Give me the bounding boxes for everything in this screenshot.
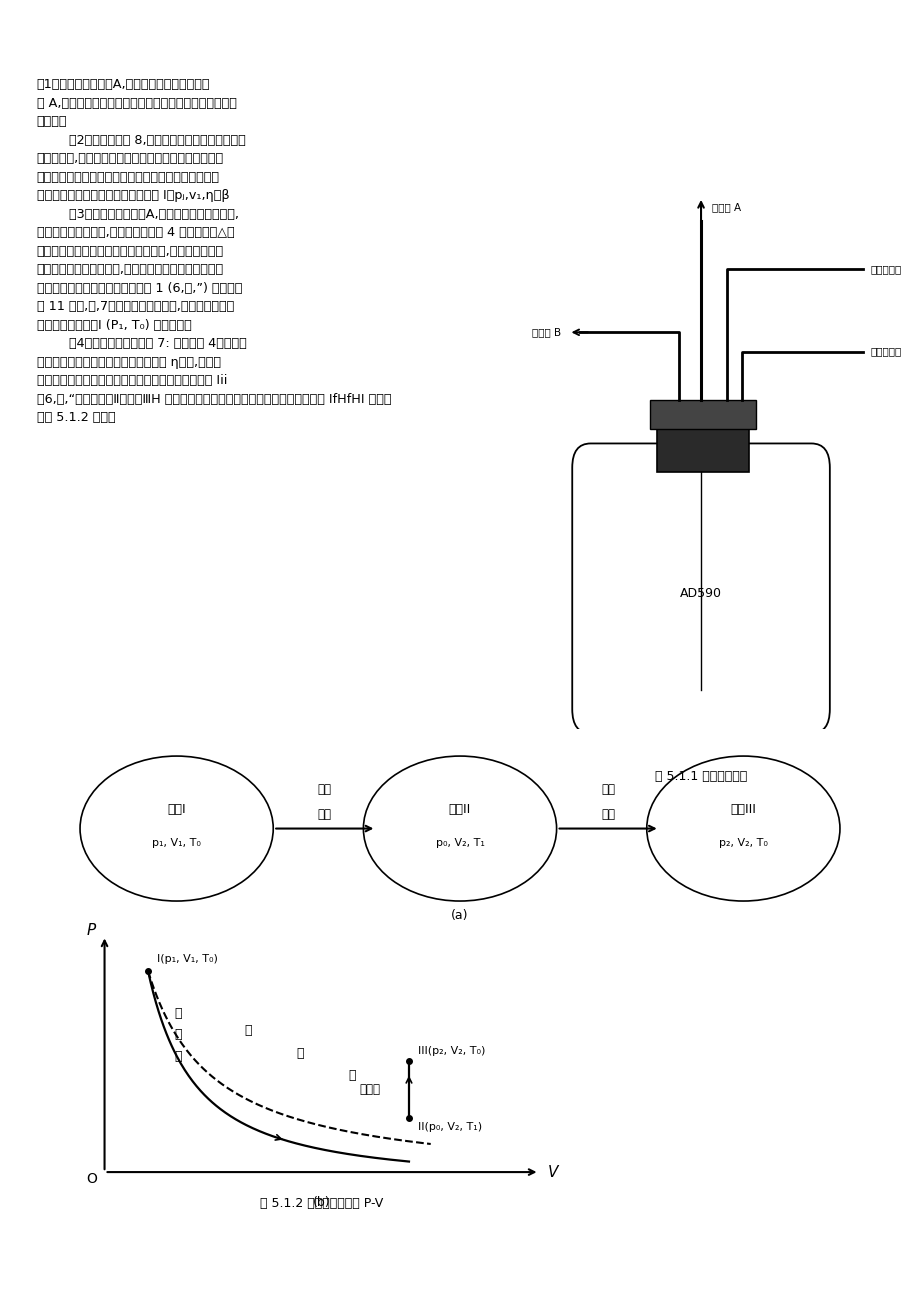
Text: p₂, V₂, T₀: p₂, V₂, T₀ xyxy=(718,838,767,848)
Text: 热: 热 xyxy=(175,1028,182,1041)
Text: 等: 等 xyxy=(244,1024,252,1037)
Text: O: O xyxy=(86,1172,96,1187)
FancyBboxPatch shape xyxy=(572,444,829,734)
Text: AD590: AD590 xyxy=(679,587,721,600)
Text: 绝热: 绝热 xyxy=(317,783,332,796)
Text: p₀, V₂, T₁: p₀, V₂, T₁ xyxy=(435,838,484,848)
Text: 膨胀: 膨胀 xyxy=(317,808,332,821)
Text: P: P xyxy=(86,924,96,938)
Text: 充气阀 B: 充气阀 B xyxy=(531,328,561,337)
Text: I(p₁, V₁, T₀): I(p₁, V₁, T₀) xyxy=(156,954,218,964)
Text: 图 5.1.1 试验装置简图: 图 5.1.1 试验装置简图 xyxy=(654,770,746,783)
Text: 线: 线 xyxy=(348,1068,356,1081)
FancyBboxPatch shape xyxy=(649,399,755,429)
Text: 等容线: 等容线 xyxy=(359,1082,380,1095)
FancyBboxPatch shape xyxy=(656,424,748,472)
Text: 状态III: 状态III xyxy=(730,803,755,816)
Text: (b): (b) xyxy=(312,1197,331,1210)
Text: 等容: 等容 xyxy=(600,783,615,796)
Text: 接测温电路: 接测温电路 xyxy=(869,264,901,275)
Text: 压力传感器: 压力传感器 xyxy=(869,346,901,356)
Text: 线: 线 xyxy=(175,1050,182,1063)
Text: II(p₀, V₂, T₁): II(p₀, V₂, T₁) xyxy=(417,1123,482,1132)
Text: 绝: 绝 xyxy=(175,1007,182,1020)
Text: 放气阀 A: 放气阀 A xyxy=(711,202,741,212)
Text: 吸热: 吸热 xyxy=(600,808,615,821)
Text: 状态I: 状态I xyxy=(167,803,186,816)
Text: 温: 温 xyxy=(296,1047,303,1060)
Text: 图 5.1.2 气体状态变化及 P-V: 图 5.1.2 气体状态变化及 P-V xyxy=(260,1197,383,1210)
Text: 状态II: 状态II xyxy=(448,803,471,816)
Text: p₁, V₁, T₀: p₁, V₁, T₀ xyxy=(152,838,201,848)
Text: （1）首先打开放气阀A,贮气瓶与大气相通，再关
闭 A,瓶内充满与周围空气同温（设为八）同压（设为玲）
的气体。
        （2）打开充气阀 8,用充气球: （1）首先打开放气阀A,贮气瓶与大气相通，再关 闭 A,瓶内充满与周围空气同温（… xyxy=(37,78,391,424)
Text: V: V xyxy=(547,1164,557,1180)
Text: III(p₂, V₂, T₀): III(p₂, V₂, T₀) xyxy=(417,1046,484,1056)
Text: (a): (a) xyxy=(450,909,469,922)
